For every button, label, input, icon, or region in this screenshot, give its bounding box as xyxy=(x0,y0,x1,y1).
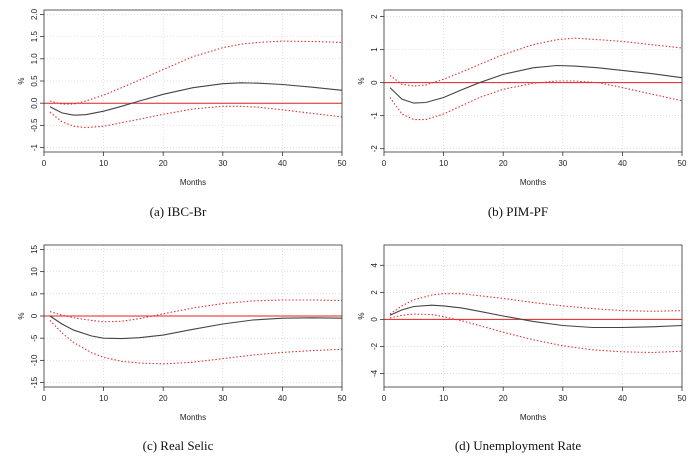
pim-pf-ylabel: % xyxy=(357,77,366,84)
ibc-br-xtick-label-50: 50 xyxy=(338,159,347,168)
pim-pf-ytick-label--1: -1 xyxy=(370,112,379,120)
panel-pim-pf: 0 10 20 30 40 50 -2 -1 0 1 2 Months% (b) PIM-PF xyxy=(348,0,688,230)
unemployment-rate-ytick-label-2: 2 xyxy=(370,290,379,295)
real-selic-ytick-label--10: -10 xyxy=(30,354,39,366)
pim-pf-xtick-label-50: 50 xyxy=(678,159,687,168)
pim-pf-ytick-label--2: -2 xyxy=(370,145,379,153)
unemployment-rate-xtick-label-10: 10 xyxy=(439,394,448,403)
real-selic-ytick-label-15: 15 xyxy=(30,244,39,253)
pim-pf-series-response xyxy=(389,64,683,104)
unemployment-rate-caption: (d) Unemployment Rate xyxy=(454,438,582,453)
real-selic-xtick-label-30: 30 xyxy=(218,394,227,403)
unemployment-rate-series-response xyxy=(389,304,683,329)
pim-pf-caption: (b) PIM-PF xyxy=(487,204,549,219)
real-selic-series-lower-bound xyxy=(49,320,343,365)
ibc-br-series-response xyxy=(49,82,343,116)
ibc-br-ytick-label--0_5: -0.5 xyxy=(30,118,39,132)
unemployment-rate-ytick-label-0: 0 xyxy=(370,317,379,322)
real-selic-ytick-label--5: -5 xyxy=(30,334,39,342)
real-selic-xlabel: Months xyxy=(180,413,206,422)
real-selic-xtick-label-0: 0 xyxy=(42,394,47,403)
real-selic-ytick-label-0: 0 xyxy=(30,313,39,318)
real-selic-ylabel: % xyxy=(17,312,26,319)
real-selic-series-upper-bound xyxy=(49,299,343,323)
unemployment-rate-plot: 0 10 20 30 40 50 -4 -2 0 2 4 Months% xyxy=(357,244,687,422)
real-selic-xtick-label-40: 40 xyxy=(278,394,287,403)
panel-ibc-br: 0 10 20 30 40 50 -1 -0.5 0.0 0.5 1.0 1.5 2.0 Months% … xyxy=(8,0,348,230)
unemployment-rate-ytick-label-4: 4 xyxy=(370,263,379,268)
unemployment-rate-ytick-label--4: -4 xyxy=(370,369,379,377)
ibc-br-ytick-label--1: -1 xyxy=(30,143,39,151)
ibc-br-ylabel: % xyxy=(17,77,26,84)
unemployment-rate-xtick-label-20: 20 xyxy=(499,394,508,403)
real-selic-xtick-label-50: 50 xyxy=(338,394,347,403)
ibc-br-xlabel: Months xyxy=(180,178,206,187)
real-selic-series-response xyxy=(49,315,343,340)
ibc-br-xtick-label-10: 10 xyxy=(99,159,108,168)
panel-unemployment-rate: 0 10 20 30 40 50 -4 -2 0 2 4 Months% (d) Unemployme… xyxy=(348,235,688,465)
pim-pf-plot: 0 10 20 30 40 50 -2 -1 0 1 2 Months% xyxy=(357,9,687,187)
ibc-br-ytick-label-0_5: 0.5 xyxy=(30,75,39,87)
pim-pf-xlabel: Months xyxy=(520,178,546,187)
unemployment-rate-xtick-label-50: 50 xyxy=(678,394,687,403)
ibc-br-series-lower-bound xyxy=(49,105,343,129)
pim-pf-xtick-label-0: 0 xyxy=(382,159,387,168)
unemployment-rate-xtick-label-30: 30 xyxy=(558,394,567,403)
ibc-br-xtick-label-20: 20 xyxy=(159,159,168,168)
ibc-br-series-upper-bound xyxy=(49,40,343,105)
ibc-br-plot: 0 10 20 30 40 50 -1 -0.5 0.0 0.5 1.0 1.5 2.0 Months% xyxy=(17,8,347,187)
real-selic-ytick-label--15: -15 xyxy=(30,376,39,388)
unemployment-rate-series-upper-bound xyxy=(389,293,683,315)
panel-real-selic: 0 10 20 30 40 50 -15 -10 -5 0 5 10 15 Months% (c) Rea… xyxy=(8,235,348,465)
unemployment-rate-xtick-label-0: 0 xyxy=(382,394,387,403)
pim-pf-xtick-label-10: 10 xyxy=(439,159,448,168)
ibc-br-ytick-label-1: 1.0 xyxy=(30,53,39,65)
ibc-br-xtick-label-40: 40 xyxy=(278,159,287,168)
pim-pf-ytick-label-2: 2 xyxy=(370,14,379,19)
unemployment-rate-series-lower-bound xyxy=(389,313,683,354)
ibc-br-ytick-label-1_5: 1.5 xyxy=(30,31,39,43)
unemployment-rate-xtick-label-40: 40 xyxy=(618,394,627,403)
pim-pf-xtick-label-40: 40 xyxy=(618,159,627,168)
unemployment-rate-xlabel: Months xyxy=(520,413,546,422)
real-selic-ytick-label-10: 10 xyxy=(30,267,39,276)
pim-pf-xtick-label-20: 20 xyxy=(499,159,508,168)
real-selic-xtick-label-10: 10 xyxy=(99,394,108,403)
ibc-br-plot-frame xyxy=(43,9,343,153)
ibc-br-xtick-label-0: 0 xyxy=(42,159,47,168)
unemployment-rate-ylabel: % xyxy=(357,312,366,319)
unemployment-rate-plot-frame xyxy=(383,244,683,388)
real-selic-ytick-label-5: 5 xyxy=(30,291,39,296)
ibc-br-ytick-label-2: 2.0 xyxy=(30,8,39,20)
real-selic-caption: (c) Real Selic xyxy=(142,438,214,453)
pim-pf-xtick-label-30: 30 xyxy=(558,159,567,168)
pim-pf-plot-frame xyxy=(383,9,683,153)
real-selic-xtick-label-20: 20 xyxy=(159,394,168,403)
ibc-br-caption: (a) IBC-Br xyxy=(149,204,207,219)
pim-pf-ytick-label-1: 1 xyxy=(370,47,379,52)
unemployment-rate-ytick-label--2: -2 xyxy=(370,342,379,350)
pim-pf-ytick-label-0: 0 xyxy=(370,80,379,85)
real-selic-plot: 0 10 20 30 40 50 -15 -10 -5 0 5 10 15 Months% xyxy=(17,244,347,422)
ibc-br-xtick-label-30: 30 xyxy=(218,159,227,168)
pim-pf-series-upper-bound xyxy=(389,37,683,87)
ibc-br-ytick-label-0: 0.0 xyxy=(30,97,39,109)
